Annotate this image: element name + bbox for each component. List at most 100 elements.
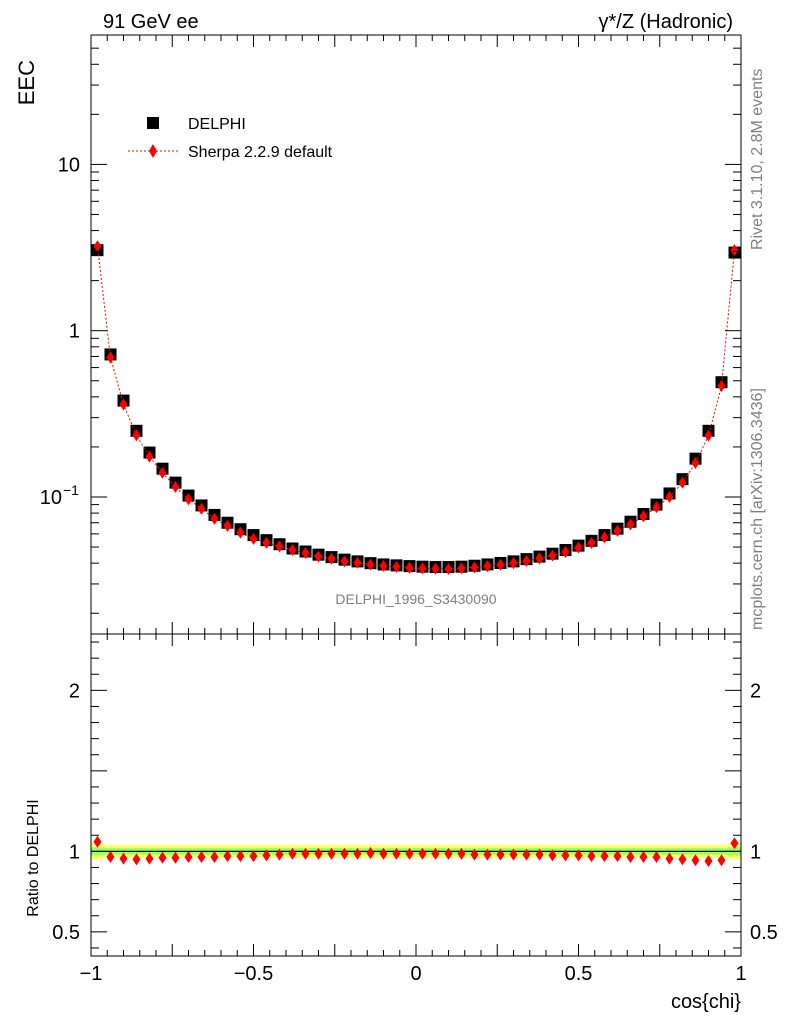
ratio-point-sherpa xyxy=(457,847,466,860)
data-point-sherpa xyxy=(548,549,557,562)
data-point-sherpa xyxy=(379,559,388,572)
ratio-point-sherpa xyxy=(509,848,518,861)
ratio-plot-ticks: −1 −0.5 0 0.5 12 21 10.5 0.5 xyxy=(52,634,778,985)
ratio-point-sherpa xyxy=(327,847,336,860)
ratio-point-sherpa xyxy=(522,848,531,861)
ratio-point-sherpa xyxy=(145,852,154,865)
x-tick-label: 1 xyxy=(735,963,746,985)
data-point-sherpa xyxy=(171,480,180,493)
ratio-point-sherpa xyxy=(392,847,401,860)
x-tick-label: 0 xyxy=(410,963,421,985)
y-tick-label: 2 xyxy=(69,680,80,702)
ratio-point-sherpa xyxy=(366,846,375,859)
data-point-sherpa xyxy=(613,524,622,537)
x-axis-label: cos{chi} xyxy=(671,991,741,1013)
ratio-point-sherpa xyxy=(652,850,661,863)
ratio-point-sherpa xyxy=(223,850,232,863)
x-tick-label: −1 xyxy=(80,963,103,985)
data-point-sherpa xyxy=(288,543,297,556)
ratio-y-axis-label: Ratio to DELPHI xyxy=(25,799,42,916)
rivet-label: Rivet 3.1.10, 2.8M events xyxy=(749,69,766,250)
data-point-sherpa xyxy=(262,536,271,549)
data-point-sherpa xyxy=(574,541,583,554)
y-tick-label: 10 xyxy=(40,487,62,509)
data-point-sherpa xyxy=(509,557,518,570)
ratio-point-sherpa xyxy=(93,835,102,848)
data-point-sherpa xyxy=(665,490,674,503)
y-tick-label-right: 1 xyxy=(750,841,761,863)
data-point-sherpa xyxy=(652,501,661,514)
y-axis-label: EEC xyxy=(14,60,39,105)
data-point-sherpa xyxy=(106,351,115,364)
y-tick-label: 0.5 xyxy=(52,922,80,944)
data-point-sherpa xyxy=(314,550,323,563)
ratio-point-sherpa xyxy=(197,850,206,863)
ratio-point-sherpa xyxy=(301,847,310,860)
ratio-point-sherpa xyxy=(431,847,440,860)
ratio-point-sherpa xyxy=(665,852,674,865)
ratio-point-sherpa xyxy=(613,850,622,863)
header-left: 91 GeV ee xyxy=(103,11,199,33)
ratio-point-sherpa xyxy=(704,855,713,868)
ratio-point-sherpa xyxy=(171,851,180,864)
ratio-point-sherpa xyxy=(639,850,648,863)
ratio-point-sherpa xyxy=(379,847,388,860)
data-point-sherpa xyxy=(301,547,310,560)
data-point-sherpa xyxy=(470,561,479,574)
data-point-sherpa xyxy=(132,429,141,442)
y-tick-label-right: 2 xyxy=(750,680,761,702)
legend-label-sherpa: Sherpa 2.2.9 default xyxy=(188,144,333,161)
ratio-point-sherpa xyxy=(210,850,219,863)
data-point-sherpa xyxy=(496,558,505,571)
data-point-sherpa xyxy=(275,540,284,553)
ratio-point-sherpa xyxy=(548,849,557,862)
ratio-point-sherpa xyxy=(275,848,284,861)
ratio-point-sherpa xyxy=(184,850,193,863)
data-point-sherpa xyxy=(353,556,362,569)
data-point-sherpa xyxy=(457,562,466,575)
ratio-point-sherpa xyxy=(249,850,258,863)
ratio-point-sherpa xyxy=(574,849,583,862)
ratio-point-sherpa xyxy=(106,850,115,863)
y-tick-label-right: 0.5 xyxy=(750,922,778,944)
series-line-sherpa xyxy=(97,246,735,570)
data-point-sherpa xyxy=(717,379,726,392)
ratio-point-sherpa xyxy=(587,850,596,863)
ratio-point-sherpa xyxy=(561,849,570,862)
ratio-point-sherpa xyxy=(262,849,271,862)
ratio-point-sherpa xyxy=(444,847,453,860)
data-point-sherpa xyxy=(236,526,245,539)
ratio-point-sherpa xyxy=(314,847,323,860)
watermark: DELPHI_1996_S3430090 xyxy=(335,591,496,607)
data-point-sherpa xyxy=(678,476,687,489)
ratio-point-sherpa xyxy=(353,847,362,860)
data-point-sherpa xyxy=(327,552,336,565)
legend-label-delphi: DELPHI xyxy=(188,116,246,133)
data-point-sherpa xyxy=(730,244,739,257)
main-plot-marks xyxy=(91,240,741,575)
data-point-sherpa xyxy=(535,552,544,565)
y-tick-label: 1 xyxy=(69,321,80,343)
ratio-point-sherpa xyxy=(496,848,505,861)
data-point-sherpa xyxy=(704,429,713,442)
data-point-sherpa xyxy=(600,531,609,544)
ratio-point-sherpa xyxy=(600,850,609,863)
ratio-point-sherpa xyxy=(535,848,544,861)
data-point-sherpa xyxy=(145,450,154,463)
data-point-sherpa xyxy=(184,493,193,506)
ratio-point-sherpa xyxy=(418,847,427,860)
data-point-sherpa xyxy=(366,558,375,571)
data-point-sherpa xyxy=(431,562,440,575)
data-point-sherpa xyxy=(639,510,648,523)
data-point-sherpa xyxy=(418,562,427,575)
ratio-point-sherpa xyxy=(717,854,726,867)
data-point-sherpa xyxy=(223,519,232,532)
ratio-point-sherpa xyxy=(340,847,349,860)
ratio-plot-frame xyxy=(90,633,742,957)
legend: DELPHI Sherpa 2.2.9 default xyxy=(128,116,333,161)
ratio-point-sherpa xyxy=(691,854,700,867)
x-tick-label: 0.5 xyxy=(565,963,593,985)
